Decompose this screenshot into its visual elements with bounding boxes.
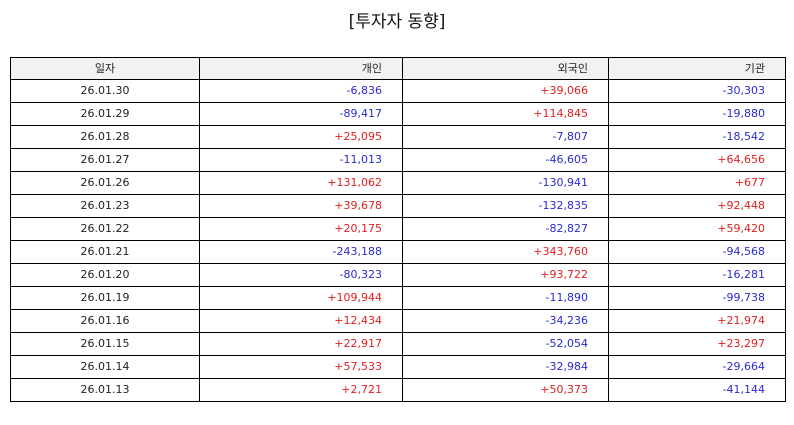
cell-date: 26.01.23 (10, 194, 200, 218)
cell-institution: -19,880 (608, 102, 786, 126)
header-foreign: 외국인 (402, 57, 609, 80)
cell-foreign: -32,984 (402, 355, 609, 379)
table-row: 26.01.30 -6,836 +39,066 -30,303 (10, 79, 786, 103)
table-row: 26.01.23 +39,678 -132,835 +92,448 (10, 194, 786, 218)
cell-institution: -30,303 (608, 79, 786, 103)
table-row: 26.01.19 +109,944 -11,890 -99,738 (10, 286, 786, 310)
table-row: 26.01.22 +20,175 -82,827 +59,420 (10, 217, 786, 241)
cell-foreign: +114,845 (402, 102, 609, 126)
cell-institution: +59,420 (608, 217, 786, 241)
table-row: 26.01.13 +2,721 +50,373 -41,144 (10, 378, 786, 402)
cell-date: 26.01.26 (10, 171, 200, 195)
table-row: 26.01.27 -11,013 -46,605 +64,656 (10, 148, 786, 172)
cell-institution: +21,974 (608, 309, 786, 333)
cell-foreign: -52,054 (402, 332, 609, 356)
cell-foreign: -132,835 (402, 194, 609, 218)
header-institution: 기관 (608, 57, 786, 80)
cell-date: 26.01.20 (10, 263, 200, 287)
cell-foreign: -130,941 (402, 171, 609, 195)
cell-foreign: -11,890 (402, 286, 609, 310)
cell-foreign: -46,605 (402, 148, 609, 172)
cell-institution: +677 (608, 171, 786, 195)
cell-institution: -41,144 (608, 378, 786, 402)
cell-foreign: +50,373 (402, 378, 609, 402)
cell-individual: -11,013 (199, 148, 403, 172)
cell-individual: +57,533 (199, 355, 403, 379)
cell-foreign: +39,066 (402, 79, 609, 103)
table-row: 26.01.16 +12,434 -34,236 +21,974 (10, 309, 786, 333)
cell-institution: +64,656 (608, 148, 786, 172)
cell-date: 26.01.21 (10, 240, 200, 264)
cell-date: 26.01.13 (10, 378, 200, 402)
table-row: 26.01.21 -243,188 +343,760 -94,568 (10, 240, 786, 264)
cell-individual: +12,434 (199, 309, 403, 333)
cell-individual: -80,323 (199, 263, 403, 287)
cell-institution: +23,297 (608, 332, 786, 356)
cell-individual: +2,721 (199, 378, 403, 402)
table-row: 26.01.28 +25,095 -7,807 -18,542 (10, 125, 786, 149)
table-row: 26.01.20 -80,323 +93,722 -16,281 (10, 263, 786, 287)
table-row: 26.01.14 +57,533 -32,984 -29,664 (10, 355, 786, 379)
cell-foreign: +343,760 (402, 240, 609, 264)
cell-individual: +109,944 (199, 286, 403, 310)
cell-date: 26.01.29 (10, 102, 200, 126)
page-title: [투자자 동향] (348, 12, 446, 32)
cell-individual: -243,188 (199, 240, 403, 264)
table-row: 26.01.26 +131,062 -130,941 +677 (10, 171, 786, 195)
cell-individual: +131,062 (199, 171, 403, 195)
table-row: 26.01.29 -89,417 +114,845 -19,880 (10, 102, 786, 126)
cell-date: 26.01.16 (10, 309, 200, 333)
cell-date: 26.01.28 (10, 125, 200, 149)
cell-date: 26.01.15 (10, 332, 200, 356)
cell-date: 26.01.30 (10, 79, 200, 103)
cell-individual: +39,678 (199, 194, 403, 218)
header-individual: 개인 (199, 57, 403, 80)
cell-institution: -16,281 (608, 263, 786, 287)
cell-institution: -18,542 (608, 125, 786, 149)
cell-foreign: -82,827 (402, 217, 609, 241)
cell-institution: +92,448 (608, 194, 786, 218)
cell-foreign: +93,722 (402, 263, 609, 287)
table-row: 26.01.15 +22,917 -52,054 +23,297 (10, 332, 786, 356)
cell-foreign: -34,236 (402, 309, 609, 333)
cell-individual: +20,175 (199, 217, 403, 241)
table-body: 26.01.30 -6,836 +39,066 -30,303 26.01.29 -89,… (10, 79, 786, 402)
cell-institution: -94,568 (608, 240, 786, 264)
cell-individual: +22,917 (199, 332, 403, 356)
cell-individual: +25,095 (199, 125, 403, 149)
cell-institution: -99,738 (608, 286, 786, 310)
cell-date: 26.01.27 (10, 148, 200, 172)
cell-date: 26.01.19 (10, 286, 200, 310)
cell-individual: -6,836 (199, 79, 403, 103)
cell-date: 26.01.14 (10, 355, 200, 379)
table-header-row: 일자 개인 외국인 기관 (10, 57, 786, 80)
cell-date: 26.01.22 (10, 217, 200, 241)
cell-foreign: -7,807 (402, 125, 609, 149)
cell-individual: -89,417 (199, 102, 403, 126)
cell-institution: -29,664 (608, 355, 786, 379)
header-date: 일자 (10, 57, 200, 80)
investor-flow-table: 일자 개인 외국인 기관 26.01.30 -6,836 +39,066 -30,30… (10, 57, 786, 402)
